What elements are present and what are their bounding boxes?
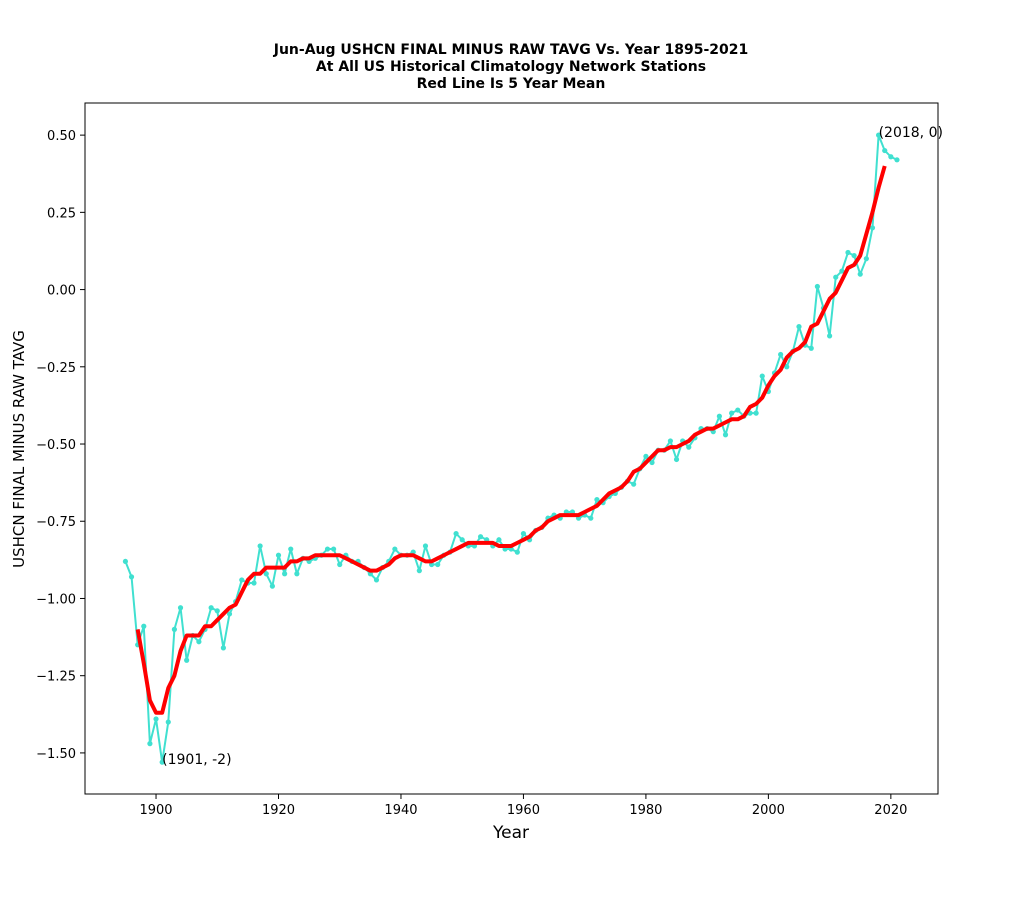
data-point <box>631 481 637 487</box>
data-point <box>459 537 465 543</box>
data-point <box>778 351 784 358</box>
x-tick-label: 2000 <box>752 803 785 818</box>
data-point <box>141 623 147 629</box>
data-point <box>177 605 184 611</box>
data-point <box>288 546 294 552</box>
data-point <box>153 716 159 722</box>
data-point <box>759 373 765 379</box>
data-point <box>239 577 245 583</box>
data-point <box>257 543 263 549</box>
data-point <box>729 410 735 416</box>
data-point <box>214 608 220 614</box>
data-point <box>594 497 600 503</box>
data-point <box>477 534 484 540</box>
y-tick-label: 0.25 <box>47 206 76 221</box>
data-point <box>882 147 888 154</box>
data-point <box>796 324 802 330</box>
data-point <box>686 444 692 450</box>
data-point <box>337 561 343 568</box>
data-point <box>373 577 380 583</box>
data-point <box>147 741 153 747</box>
data-point <box>808 345 814 351</box>
data-point <box>422 543 429 549</box>
y-tick-label: 0.00 <box>47 284 76 299</box>
x-tick-label: 1940 <box>384 803 417 818</box>
data-point <box>269 583 275 589</box>
data-point <box>453 531 459 537</box>
data-point <box>496 537 502 543</box>
data-point <box>588 515 594 521</box>
data-point <box>722 432 729 438</box>
y-tick-label: −0.50 <box>36 438 76 453</box>
data-point <box>128 574 135 580</box>
data-point <box>392 546 398 552</box>
data-point <box>814 283 820 290</box>
data-point <box>869 225 876 231</box>
y-axis-label: USHCN FINAL MINUS RAW TAVG <box>10 330 28 568</box>
data-point <box>735 407 741 413</box>
x-tick-label: 1900 <box>139 803 172 818</box>
data-point <box>514 549 520 555</box>
data-point <box>753 410 759 416</box>
data-point <box>716 413 722 419</box>
data-point <box>520 531 527 537</box>
data-line <box>124 134 898 764</box>
data-point <box>171 626 178 632</box>
x-tick-label: 1960 <box>507 803 540 818</box>
chart-title: At All US Historical Climatology Network… <box>316 59 706 75</box>
data-point <box>184 657 190 663</box>
x-tick-label: 2020 <box>874 803 907 818</box>
plot-frame <box>84 102 939 795</box>
data-point <box>159 759 165 765</box>
data-point <box>165 719 171 725</box>
data-point <box>851 252 857 259</box>
data-point <box>827 333 833 339</box>
data-point <box>263 571 269 577</box>
data-point <box>667 438 674 444</box>
y-tick-label: −0.25 <box>36 361 76 376</box>
data-point <box>324 546 331 552</box>
data-point <box>876 132 882 138</box>
data-point <box>784 364 790 370</box>
data-point <box>894 157 900 163</box>
data-point <box>220 645 226 651</box>
x-tick-label: 1980 <box>629 803 662 818</box>
data-point <box>863 256 869 262</box>
data-point <box>208 605 214 611</box>
data-point <box>649 459 655 466</box>
annotation: (2018, 0) <box>879 125 943 141</box>
y-tick-label: −0.75 <box>36 515 76 530</box>
y-tick-label: 0.50 <box>47 129 76 144</box>
data-point <box>833 274 839 280</box>
y-tick-label: −1.50 <box>36 747 76 762</box>
data-point <box>673 456 680 463</box>
data-point <box>643 453 649 459</box>
data-point <box>331 546 337 552</box>
annotation: (1901, -2) <box>162 752 231 768</box>
chart-title: Red Line Is 5 Year Mean <box>417 76 606 92</box>
data-point <box>251 580 257 586</box>
chart-title: Jun-Aug USHCN FINAL MINUS RAW TAVG Vs. Y… <box>273 42 749 58</box>
y-tick-label: −1.00 <box>36 592 76 607</box>
x-axis-label: Year <box>492 823 529 843</box>
data-point <box>226 611 233 617</box>
data-point <box>122 558 129 565</box>
data-point <box>196 639 202 645</box>
y-tick-label: −1.25 <box>36 670 76 685</box>
data-point <box>845 249 851 256</box>
data-point <box>857 271 863 277</box>
data-point <box>275 552 282 558</box>
data-point <box>888 154 894 160</box>
data-point <box>839 268 845 274</box>
data-point <box>435 561 441 568</box>
data-line <box>135 165 887 715</box>
data-point <box>416 568 422 574</box>
x-tick-label: 1920 <box>262 803 295 818</box>
data-point <box>294 571 300 577</box>
data-point <box>282 571 288 577</box>
